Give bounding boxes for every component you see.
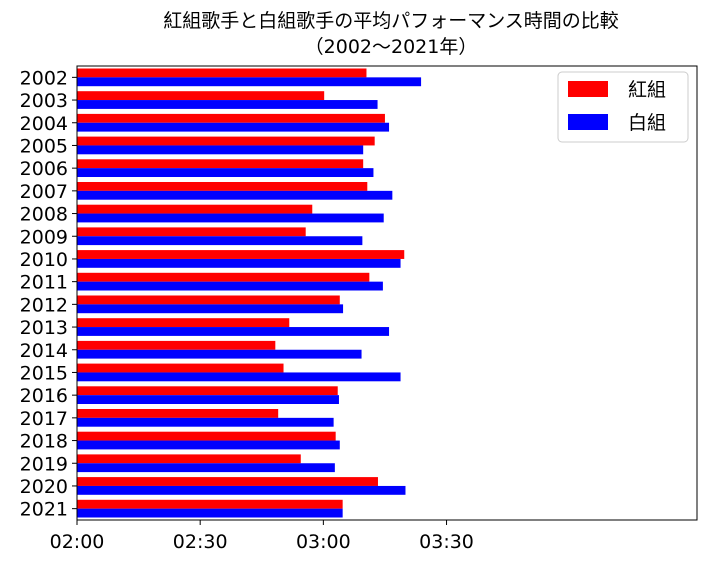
bar-white-2018	[77, 440, 340, 450]
bar-red-2014	[77, 340, 276, 350]
bar-white-2004	[77, 122, 390, 132]
bar-red-2018	[77, 431, 336, 441]
bar-red-2005	[77, 136, 375, 146]
y-tick-label-2017: 2017	[20, 408, 68, 430]
legend-label-0: 紅組	[628, 79, 666, 101]
bar-white-2002	[77, 77, 422, 87]
y-tick-label-2012: 2012	[20, 294, 68, 316]
y-tick-label-2016: 2016	[20, 385, 68, 407]
bar-white-2017	[77, 417, 334, 427]
chart-title-line2: （2002〜2021年）	[305, 36, 478, 58]
x-tick-label-0: 02:00	[50, 531, 105, 553]
bar-white-2011	[77, 281, 383, 291]
bar-white-2016	[77, 395, 339, 405]
bar-red-2003	[77, 91, 325, 101]
y-tick-label-2010: 2010	[20, 249, 68, 271]
bars-group	[77, 68, 422, 518]
y-tick-label-2008: 2008	[20, 204, 68, 226]
y-tick-label-2002: 2002	[20, 67, 68, 89]
y-axis: 2002200320042005200620072008200920102011…	[20, 67, 77, 521]
y-tick-label-2009: 2009	[20, 226, 68, 248]
bar-red-2021	[77, 499, 343, 509]
bar-red-2006	[77, 159, 364, 169]
y-tick-label-2015: 2015	[20, 362, 68, 384]
bar-red-2012	[77, 295, 340, 305]
y-tick-label-2005: 2005	[20, 135, 68, 157]
bar-red-2017	[77, 408, 279, 418]
bar-white-2007	[77, 190, 393, 200]
bar-white-2006	[77, 168, 374, 178]
bar-red-2004	[77, 113, 385, 123]
x-tick-label-1: 02:30	[173, 531, 228, 553]
y-tick-label-2021: 2021	[20, 499, 68, 521]
y-tick-label-2018: 2018	[20, 431, 68, 453]
y-tick-label-2006: 2006	[20, 158, 68, 180]
bar-red-2010	[77, 250, 405, 259]
legend-label-1: 白組	[628, 112, 666, 134]
y-tick-label-2014: 2014	[20, 340, 68, 362]
bar-white-2019	[77, 463, 335, 473]
y-tick-label-2003: 2003	[20, 90, 68, 112]
bar-white-2020	[77, 485, 406, 495]
bar-red-2020	[77, 477, 378, 486]
bar-white-2015	[77, 372, 401, 382]
bar-red-2007	[77, 181, 368, 191]
bar-red-2015	[77, 363, 284, 373]
chart-title-line1: 紅組歌手と白組歌手の平均パフォーマンス時間の比較	[163, 10, 619, 32]
bar-white-2008	[77, 213, 384, 223]
x-tick-label-2: 03:00	[296, 531, 351, 553]
y-tick-label-2019: 2019	[20, 453, 68, 475]
bar-white-2010	[77, 258, 401, 268]
y-tick-label-2004: 2004	[20, 113, 68, 135]
x-axis: 02:00 02:30 03:00 03:30	[50, 520, 474, 553]
bar-white-2013	[77, 327, 390, 336]
bar-red-2013	[77, 318, 290, 328]
bar-red-2011	[77, 272, 370, 282]
legend-swatch-0	[568, 81, 608, 97]
y-tick-label-2007: 2007	[20, 181, 68, 203]
y-tick-label-2020: 2020	[20, 476, 68, 498]
bar-red-2019	[77, 454, 301, 464]
y-tick-label-2011: 2011	[20, 272, 68, 294]
plot-frame	[76, 65, 698, 521]
bar-white-2014	[77, 349, 362, 359]
bar-white-2003	[77, 100, 378, 109]
bar-white-2009	[77, 236, 363, 246]
x-tick-label-3: 03:30	[419, 531, 474, 553]
bar-white-2012	[77, 304, 344, 314]
bar-white-2021	[77, 508, 343, 518]
bar-red-2009	[77, 227, 306, 237]
bar-red-2002	[77, 68, 367, 78]
bar-red-2016	[77, 386, 338, 396]
bar-red-2008	[77, 204, 313, 214]
legend-swatch-1	[568, 114, 608, 130]
bar-white-2005	[77, 145, 364, 155]
y-tick-label-2013: 2013	[20, 317, 68, 339]
